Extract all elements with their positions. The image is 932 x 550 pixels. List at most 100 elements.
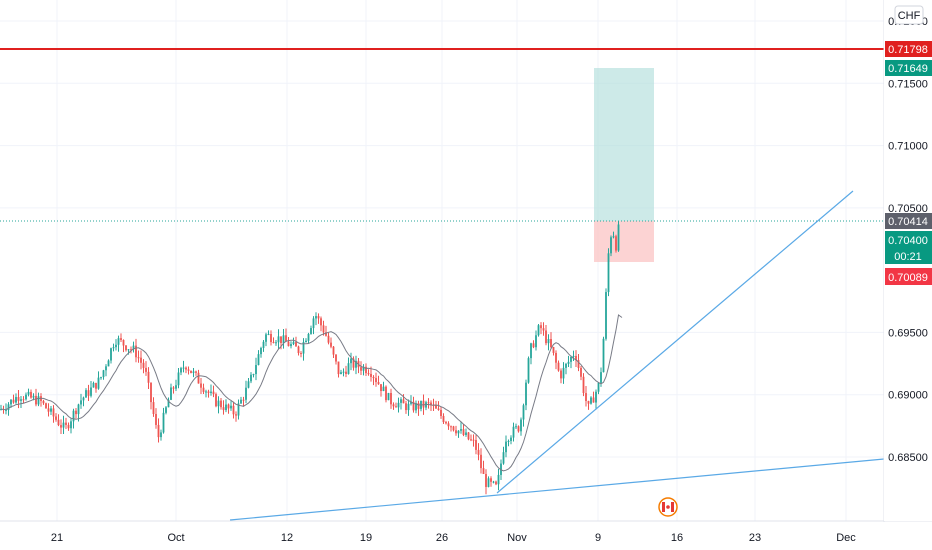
candle-body	[262, 341, 265, 348]
candle-body	[322, 325, 325, 333]
candle-body	[35, 395, 37, 405]
candle-body	[192, 371, 195, 373]
candle-body	[65, 422, 67, 425]
candle-body	[490, 478, 492, 482]
candle-body	[117, 338, 120, 345]
candle-body	[405, 403, 407, 411]
candle-body	[257, 354, 260, 366]
candle-body	[140, 357, 142, 363]
x-tick-label: Nov	[507, 532, 527, 544]
badge-resistance: 0.71798	[885, 41, 932, 57]
candle-body	[5, 409, 7, 411]
x-tick-label: Dec	[836, 532, 856, 544]
candle-body	[315, 316, 317, 319]
candle-body	[275, 342, 277, 344]
candle-body	[15, 397, 17, 403]
candle-body	[20, 399, 22, 401]
currency-label-box[interactable]: CHF	[894, 5, 924, 25]
candle-body	[7, 404, 10, 410]
candle-body	[32, 395, 35, 398]
candle-body	[267, 333, 270, 335]
candle-body	[197, 372, 200, 384]
candle-body	[287, 341, 290, 347]
candle-body	[207, 391, 210, 393]
candle-body	[380, 384, 382, 392]
candle-body	[497, 474, 500, 485]
candle-body	[310, 328, 312, 334]
candle-body	[552, 347, 555, 353]
candle-body	[307, 333, 310, 341]
candle-body	[330, 342, 332, 347]
chart-grid	[0, 0, 884, 521]
candle-body	[175, 385, 177, 389]
candle-body	[255, 365, 257, 375]
candle-body	[10, 399, 12, 405]
candle-body	[410, 401, 412, 404]
candle-body	[277, 336, 280, 343]
candle-body	[102, 370, 105, 378]
time-axis[interactable]	[0, 522, 932, 550]
candle-body	[290, 344, 292, 347]
y-tick-label: 0.69000	[888, 390, 928, 402]
candle-body	[532, 343, 535, 348]
candle-body	[482, 468, 485, 475]
candle-body	[145, 367, 147, 372]
candle-body	[580, 367, 582, 377]
candle-body	[502, 452, 505, 464]
candle-body	[465, 432, 467, 435]
y-tick-label: 0.70500	[888, 203, 928, 215]
candle-body	[332, 346, 335, 355]
candle-body	[475, 440, 477, 450]
candle-body	[82, 397, 85, 401]
candle-body	[590, 397, 592, 404]
canada-flag-icon[interactable]	[658, 497, 678, 517]
candle-body	[520, 419, 522, 432]
candle-body	[462, 429, 465, 435]
candle-body	[615, 236, 617, 251]
candle-body	[92, 382, 95, 388]
x-tick-label: Oct	[167, 532, 184, 544]
badge-last-price-text: 0.70414	[888, 216, 928, 228]
candle-body	[512, 426, 515, 438]
trendline-steep[interactable]	[496, 190, 854, 494]
candle-body	[472, 439, 475, 441]
candle-body	[47, 408, 50, 412]
candle-body	[247, 381, 250, 388]
candle-body	[407, 403, 410, 411]
candle-body	[600, 372, 602, 383]
candle-body	[537, 325, 540, 336]
candle-body	[190, 370, 192, 373]
candle-body	[365, 366, 367, 374]
candle-body	[187, 369, 190, 371]
candle-body	[422, 400, 425, 408]
candle-body	[487, 478, 490, 487]
candle-body	[25, 394, 27, 400]
candle-body	[30, 391, 32, 398]
candle-body	[17, 397, 20, 401]
candle-body	[387, 393, 390, 401]
candle-body	[242, 399, 245, 401]
candle-body	[457, 430, 460, 434]
candle-body	[90, 387, 92, 396]
candle-body	[397, 402, 400, 408]
candle-body	[152, 402, 155, 414]
candle-body	[587, 400, 590, 404]
candle-body	[295, 342, 297, 347]
candle-body	[427, 402, 430, 404]
candle-body	[195, 371, 197, 373]
candle-body	[440, 409, 442, 416]
candle-body	[235, 414, 237, 416]
candle-body	[137, 357, 140, 359]
trendline-long[interactable]	[229, 458, 885, 521]
candle-body	[557, 362, 560, 371]
candle-body	[155, 413, 157, 425]
badge-target-text: 0.71649	[888, 63, 928, 75]
candle-body	[337, 361, 340, 375]
candle-body	[605, 292, 607, 339]
candle-body	[217, 400, 220, 407]
candle-body	[412, 401, 415, 411]
candle-body	[130, 349, 132, 351]
candle-body	[100, 377, 102, 379]
candle-body	[180, 368, 182, 373]
